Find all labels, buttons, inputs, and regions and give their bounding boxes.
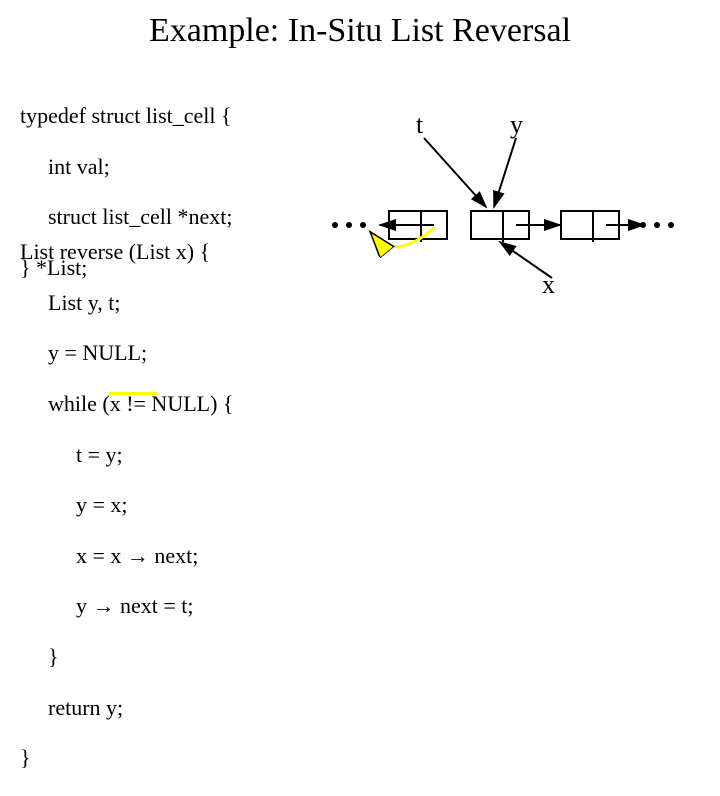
arrow-t [424, 138, 486, 207]
arrow-yellow-arc [372, 228, 434, 247]
arrow-x [500, 242, 552, 278]
code-line: y → next = t; [76, 593, 233, 618]
code-line: } [20, 745, 233, 770]
arrows-layer [0, 0, 720, 540]
code-line: } [48, 644, 233, 669]
arrow-y [494, 138, 516, 207]
list-diagram: t y x [0, 0, 720, 540]
code-line: x = x → next; [76, 543, 233, 568]
code-line: return y; [48, 695, 233, 720]
